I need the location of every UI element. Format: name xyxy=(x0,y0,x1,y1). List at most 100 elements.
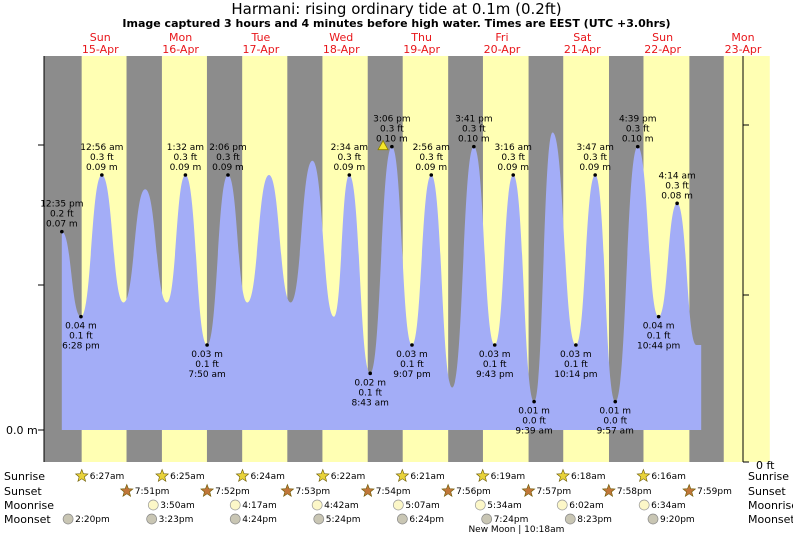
row-label-right-sunset: Sunset xyxy=(748,485,786,498)
sunset-icon xyxy=(441,483,456,497)
tide-extremum-dot xyxy=(656,314,661,319)
moonrise-time: 5:07am xyxy=(405,501,440,511)
moonrise-time: 5:34am xyxy=(487,501,522,511)
axes: 0.0 m0 ftSun15-AprMon16-AprTue17-AprWed1… xyxy=(6,31,775,472)
chart-title: Harmani: rising ordinary tide at 0.1m (0… xyxy=(231,0,562,18)
tide-label-line: 3:47 am xyxy=(576,143,613,153)
moonrise-time: 6:34am xyxy=(651,501,686,511)
day-label-weekday: Fri xyxy=(495,31,508,44)
moonset-icon xyxy=(647,513,659,525)
right-axis-label: 0 ft xyxy=(756,459,775,472)
moonrise-icon xyxy=(311,499,323,511)
tide-label-line: 0.03 m xyxy=(396,350,428,360)
tide-label-line: 0.3 ft xyxy=(419,153,443,163)
moonrise-icon xyxy=(474,499,486,511)
tide-extremum-dot xyxy=(429,173,434,177)
tide-label-line: 10:14 pm xyxy=(554,370,597,380)
day-label-weekday: Wed xyxy=(329,31,353,44)
tide-label-line: 12:56 am xyxy=(80,143,123,153)
tide-label-line: 9:57 am xyxy=(597,427,634,437)
tide-labels: 12:35 pm0.2 ft0.07 m0.04 m0.1 ft6:28 pm1… xyxy=(40,115,696,437)
day-label-date: 15-Apr xyxy=(82,43,119,56)
tide-label-line: 0.03 m xyxy=(191,350,223,360)
tide-extremum-dot xyxy=(593,173,597,177)
sunset-time: 7:54pm xyxy=(376,487,411,497)
tide-label-line: 0.1 ft xyxy=(647,332,671,342)
tide-label-line: 0.3 ft xyxy=(462,125,486,135)
tide-label-line: 0.0 ft xyxy=(603,417,627,427)
sunset-time: 7:51pm xyxy=(135,487,170,497)
tide-label-line: 0.3 ft xyxy=(337,153,361,163)
sunset-icon xyxy=(200,483,215,497)
tide-label-line: 9:07 pm xyxy=(393,370,431,380)
tide-extremum-dot xyxy=(492,343,497,347)
daylight-band xyxy=(723,56,770,462)
day-label-date: 16-Apr xyxy=(162,43,199,56)
row-label-right-moonrise: Moonrise xyxy=(748,499,793,512)
tide-label-line: 0.09 m xyxy=(333,163,365,173)
tide-extremum-dot xyxy=(79,314,83,319)
tide-label-line: 0.1 ft xyxy=(564,360,588,370)
tide-label-line: 0.1 ft xyxy=(69,332,93,342)
sunset-icon xyxy=(521,483,536,497)
tide-label-line: 0.03 m xyxy=(479,350,511,360)
tide-extremum-dot xyxy=(100,173,104,177)
tide-extremum-dot xyxy=(60,229,64,234)
chart-subtitle: Image captured 3 hours and 4 minutes bef… xyxy=(122,17,671,30)
tide-extremum-dot xyxy=(532,399,536,404)
sunrise-time: 6:19am xyxy=(491,472,525,482)
tide-extremum-dot xyxy=(347,173,352,177)
moonset-time: 9:20pm xyxy=(660,515,695,525)
tide-label-line: 9:43 pm xyxy=(476,370,514,380)
tide-label-line: 0.04 m xyxy=(643,322,675,332)
tide-label-line: 0.02 m xyxy=(354,378,386,388)
row-label-left-moonrise: Moonrise xyxy=(4,499,54,512)
day-label-date: 18-Apr xyxy=(323,43,360,56)
new-moon-label: New Moon | 10:18am xyxy=(468,525,564,535)
moonrise-icon xyxy=(638,499,650,511)
tide-extremum-dot xyxy=(183,173,188,177)
tide-label-line: 0.3 ft xyxy=(501,153,525,163)
sunrise-icon xyxy=(636,468,651,482)
row-label-left-sunrise: Sunrise xyxy=(4,470,45,483)
sunset-icon xyxy=(682,483,697,497)
tide-label-line: 0.01 m xyxy=(599,407,631,417)
moonrise-time: 4:42am xyxy=(324,501,359,511)
tide-area xyxy=(61,132,702,430)
tide-label-line: 0.1 ft xyxy=(358,388,382,398)
left-axis-label: 0.0 m xyxy=(6,424,38,437)
moonset-time: 3:23pm xyxy=(159,515,194,525)
sunset-time: 7:56pm xyxy=(456,487,491,497)
sunset-icon xyxy=(280,483,295,497)
tide-label-line: 0.3 ft xyxy=(380,125,404,135)
tide-extremum-dot xyxy=(226,173,230,177)
tide-label-line: 0.1 ft xyxy=(400,360,424,370)
tide-label-line: 12:35 pm xyxy=(40,200,83,210)
tide-curve xyxy=(61,132,702,430)
tide-label-line: 0.1 ft xyxy=(195,360,219,370)
tide-label-line: 0.3 ft xyxy=(174,153,198,163)
tide-extremum-dot xyxy=(390,144,394,149)
tide-label-line: 0.10 m xyxy=(622,135,654,145)
moonset-icon xyxy=(146,513,158,525)
sunrise-icon xyxy=(475,468,490,482)
tide-label-line: 2:34 am xyxy=(331,143,368,153)
sunrise-icon xyxy=(235,468,250,482)
day-label-weekday: Tue xyxy=(251,31,271,44)
tide-label-line: 0.09 m xyxy=(170,163,202,173)
day-label-date: 22-Apr xyxy=(644,43,681,56)
tide-label-line: 0.10 m xyxy=(376,135,408,145)
tide-label-line: 6:28 pm xyxy=(62,342,100,352)
sunrise-time: 6:27am xyxy=(90,472,125,482)
tide-extremum-dot xyxy=(613,399,618,404)
tide-label-line: 2:56 am xyxy=(413,143,450,153)
tide-extremum-dot xyxy=(410,343,414,347)
day-label-date: 21-Apr xyxy=(564,43,601,56)
tide-label-line: 0.09 m xyxy=(579,163,611,173)
tide-label-line: 10:44 pm xyxy=(637,342,680,352)
sunset-icon xyxy=(119,483,134,497)
tide-extremum-dot xyxy=(472,144,476,149)
tide-extremum-dot xyxy=(635,144,640,149)
day-label-date: 17-Apr xyxy=(243,43,280,56)
